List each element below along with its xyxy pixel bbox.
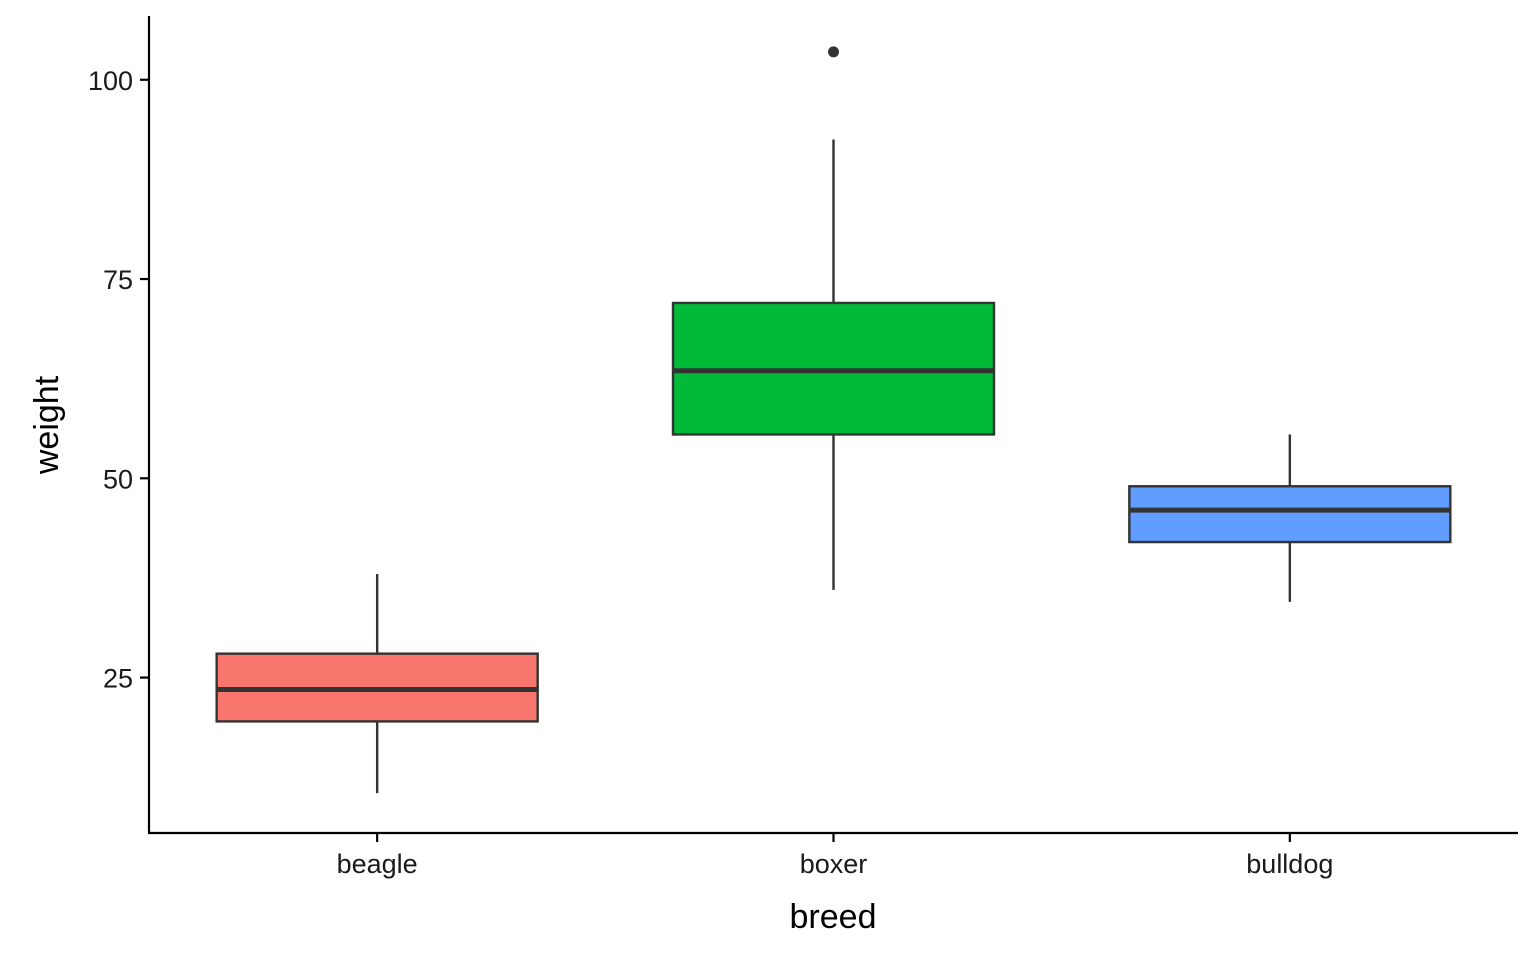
box-group-bulldog [1128, 434, 1452, 602]
box-group-boxer [671, 46, 996, 590]
plot-area [215, 46, 1452, 794]
box-group-beagle [215, 573, 539, 794]
y-tick-label: 50 [103, 464, 133, 494]
x-axis-title: breed [790, 898, 877, 936]
y-tick-label: 75 [103, 265, 133, 295]
y-axis: 25 50 75 100 [88, 16, 151, 834]
y-axis-title: weight [28, 375, 66, 475]
x-tick-label: beagle [337, 849, 418, 879]
outlier-point [828, 46, 839, 58]
y-tick-label: 100 [88, 66, 133, 96]
y-tick-label: 25 [103, 664, 133, 694]
x-axis: beagle boxer bulldog [148, 831, 1518, 879]
x-tick-label: boxer [800, 849, 868, 879]
x-tick-label: bulldog [1246, 849, 1333, 879]
box-iqr [1128, 485, 1452, 544]
